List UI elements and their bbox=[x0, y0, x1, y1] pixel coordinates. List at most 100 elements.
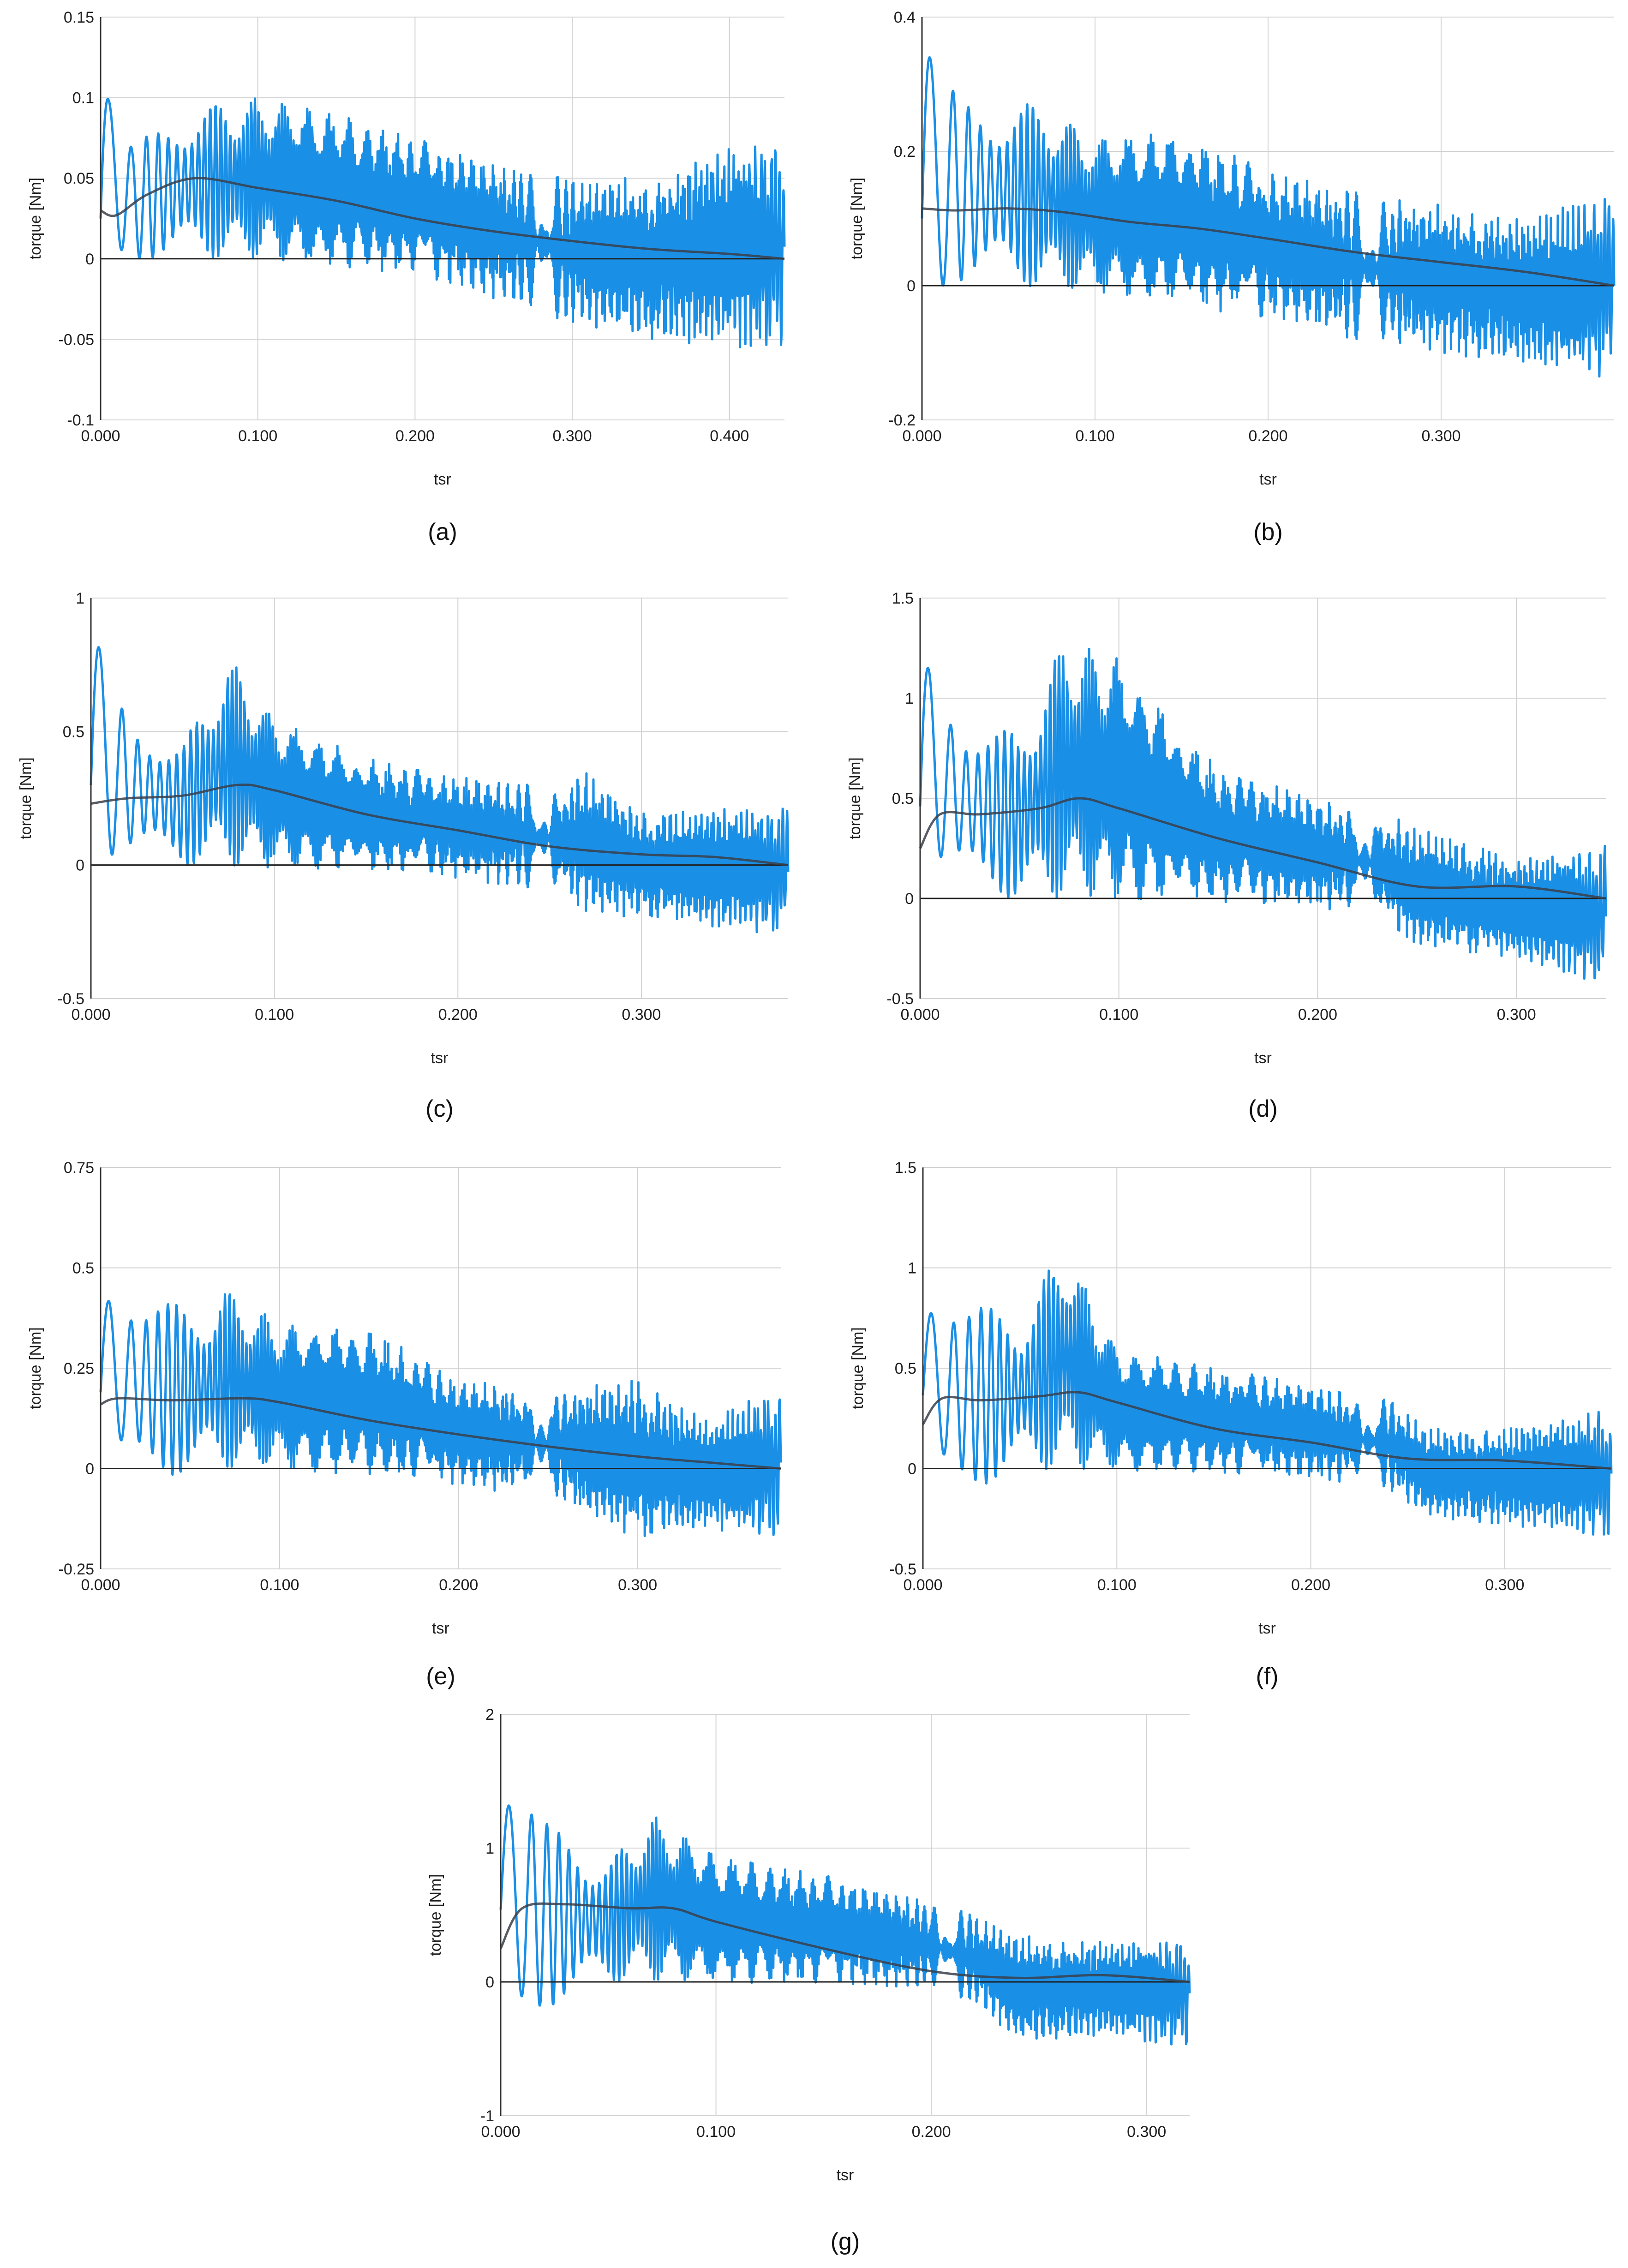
x-tick-label: 0.000 bbox=[481, 2123, 520, 2141]
series-trend bbox=[919, 797, 1606, 900]
x-tick-label: 0.100 bbox=[1097, 1576, 1137, 1594]
y-tick-label: 0 bbox=[85, 1460, 94, 1478]
series-signal bbox=[499, 1804, 1191, 2046]
series-trend bbox=[499, 1902, 1190, 1983]
x-tick-label: 0.200 bbox=[912, 2123, 951, 2141]
y-tick-label: 1 bbox=[76, 590, 84, 607]
series-trend bbox=[90, 784, 789, 867]
y-axis-title: torque [Nm] bbox=[27, 178, 44, 260]
y-tick-label: 0.15 bbox=[64, 9, 94, 26]
y-tick-label: -0.25 bbox=[59, 1561, 95, 1578]
y-tick-label: 0.1 bbox=[72, 90, 94, 107]
x-tick-label: 0.100 bbox=[260, 1576, 299, 1594]
y-tick-label: -0.5 bbox=[57, 990, 84, 1008]
panel-caption: (g) bbox=[831, 2228, 860, 2255]
x-tick-label: 0.000 bbox=[81, 1576, 120, 1594]
y-tick-label: 0.5 bbox=[63, 723, 84, 741]
y-axis-title: torque [Nm] bbox=[17, 757, 35, 839]
x-tick-label: 0.200 bbox=[439, 1576, 478, 1594]
x-tick-label: 0.100 bbox=[1099, 1006, 1138, 1023]
x-tick-label: 0.300 bbox=[1485, 1576, 1524, 1594]
panel-caption: (b) bbox=[1253, 519, 1283, 545]
y-tick-label: -0.5 bbox=[889, 1561, 916, 1578]
y-tick-label: 0 bbox=[908, 1460, 916, 1478]
y-tick-label: 0 bbox=[485, 1974, 494, 1991]
x-tick-label: 0.000 bbox=[81, 427, 120, 445]
y-axis-title: torque [Nm] bbox=[427, 1874, 444, 1956]
y-tick-label: 0 bbox=[85, 251, 94, 268]
x-tick-label: 0.300 bbox=[553, 427, 592, 445]
x-tick-label: 0.000 bbox=[903, 1576, 942, 1594]
series-trend bbox=[922, 1391, 1612, 1470]
series-signal bbox=[919, 647, 1607, 980]
x-axis-title: tsr bbox=[1258, 1620, 1276, 1637]
y-tick-label: 1 bbox=[905, 690, 914, 707]
x-tick-label: 0.300 bbox=[1127, 2123, 1166, 2141]
panel-d: -0.5 0 0.5 1 1.5 0.000 0.100 0.200 0.300 tsr torqu… bbox=[846, 590, 1607, 1122]
panel-caption: (c) bbox=[425, 1095, 454, 1122]
x-axis-title: tsr bbox=[432, 1620, 449, 1637]
y-axis-title: torque [Nm] bbox=[849, 1327, 867, 1409]
x-tick-label: 0.200 bbox=[1248, 427, 1287, 445]
panel-a: -0.1 -0.05 0 0.05 0.1 0.15 0.000 0.100 0.200 0.30… bbox=[27, 9, 786, 545]
panel-b: -0.2 0 0.2 0.4 0.000 0.100 0.200 0.300 tsr torque… bbox=[848, 9, 1616, 545]
y-tick-label: 0.05 bbox=[64, 170, 94, 187]
y-tick-label: 0.5 bbox=[72, 1260, 94, 1277]
y-axis-title: torque [Nm] bbox=[846, 757, 864, 839]
panel-caption: (e) bbox=[426, 1663, 455, 1690]
y-tick-label: -0.05 bbox=[59, 331, 95, 348]
x-tick-label: 0.000 bbox=[71, 1006, 110, 1023]
panel-caption: (d) bbox=[1248, 1095, 1278, 1122]
series-signal bbox=[90, 646, 790, 934]
x-tick-label: 0.100 bbox=[238, 427, 277, 445]
panel-c: -0.5 0 0.5 1 0.000 0.100 0.200 0.300 tsr torque [… bbox=[17, 590, 790, 1122]
x-axis-title: tsr bbox=[434, 471, 451, 488]
series-trend bbox=[100, 1397, 781, 1470]
y-tick-label: 0.25 bbox=[64, 1360, 94, 1377]
x-tick-label: 0.300 bbox=[1497, 1006, 1536, 1023]
x-tick-label: 0.200 bbox=[438, 1006, 478, 1023]
panel-f: -0.5 0 0.5 1 1.5 0.000 0.100 0.200 0.300 tsr torqu… bbox=[849, 1159, 1613, 1690]
series-trend bbox=[100, 177, 785, 260]
x-axis-title: tsr bbox=[1259, 471, 1277, 488]
x-tick-label: 0.100 bbox=[255, 1006, 294, 1023]
x-tick-label: 0.000 bbox=[900, 1006, 940, 1023]
y-tick-label: 1.5 bbox=[895, 1159, 916, 1177]
x-tick-label: 0.100 bbox=[696, 2123, 736, 2141]
y-tick-label: 1 bbox=[485, 1840, 494, 1857]
x-tick-label: 0.200 bbox=[395, 427, 435, 445]
panel-e: -0.25 0 0.25 0.5 0.75 0.000 0.100 0.200 0.300 tsr… bbox=[27, 1159, 782, 1690]
x-tick-label: 0.200 bbox=[1291, 1576, 1330, 1594]
series-signal bbox=[921, 56, 1616, 378]
y-tick-label: 0.4 bbox=[894, 9, 916, 26]
x-tick-label: 0.300 bbox=[622, 1006, 661, 1023]
x-tick-label: 0.200 bbox=[1298, 1006, 1337, 1023]
x-tick-label: 0.300 bbox=[618, 1576, 657, 1594]
panel-g: -1 0 1 2 0.000 0.100 0.200 0.300 tsr torque [Nm] (… bbox=[427, 1706, 1191, 2255]
panel-caption: (f) bbox=[1256, 1663, 1278, 1690]
series-signal bbox=[99, 97, 786, 349]
y-tick-label: 0 bbox=[905, 890, 914, 908]
y-tick-label: 0.2 bbox=[894, 143, 916, 161]
y-axis-title: torque [Nm] bbox=[27, 1327, 44, 1409]
x-axis-title: tsr bbox=[431, 1049, 449, 1067]
y-tick-label: -0.5 bbox=[886, 990, 914, 1008]
x-axis-title: tsr bbox=[837, 2166, 854, 2184]
x-tick-label: 0.400 bbox=[710, 427, 749, 445]
y-tick-label: 0.5 bbox=[892, 790, 914, 808]
y-tick-label: 1.5 bbox=[892, 590, 914, 607]
series-signal bbox=[99, 1293, 782, 1538]
y-tick-label: -0.1 bbox=[67, 412, 94, 429]
y-tick-label: -0.2 bbox=[888, 412, 916, 429]
y-tick-label: 0 bbox=[76, 857, 84, 874]
y-tick-label: 0.75 bbox=[64, 1159, 94, 1177]
x-tick-label: 0.100 bbox=[1075, 427, 1114, 445]
y-tick-label: 2 bbox=[485, 1706, 494, 1723]
x-axis-title: tsr bbox=[1254, 1049, 1272, 1067]
y-tick-label: 0.5 bbox=[895, 1360, 916, 1377]
panel-caption: (a) bbox=[428, 519, 457, 545]
y-axis-title: torque [Nm] bbox=[848, 178, 866, 260]
series-trend bbox=[922, 207, 1615, 287]
x-tick-label: 0.300 bbox=[1421, 427, 1460, 445]
